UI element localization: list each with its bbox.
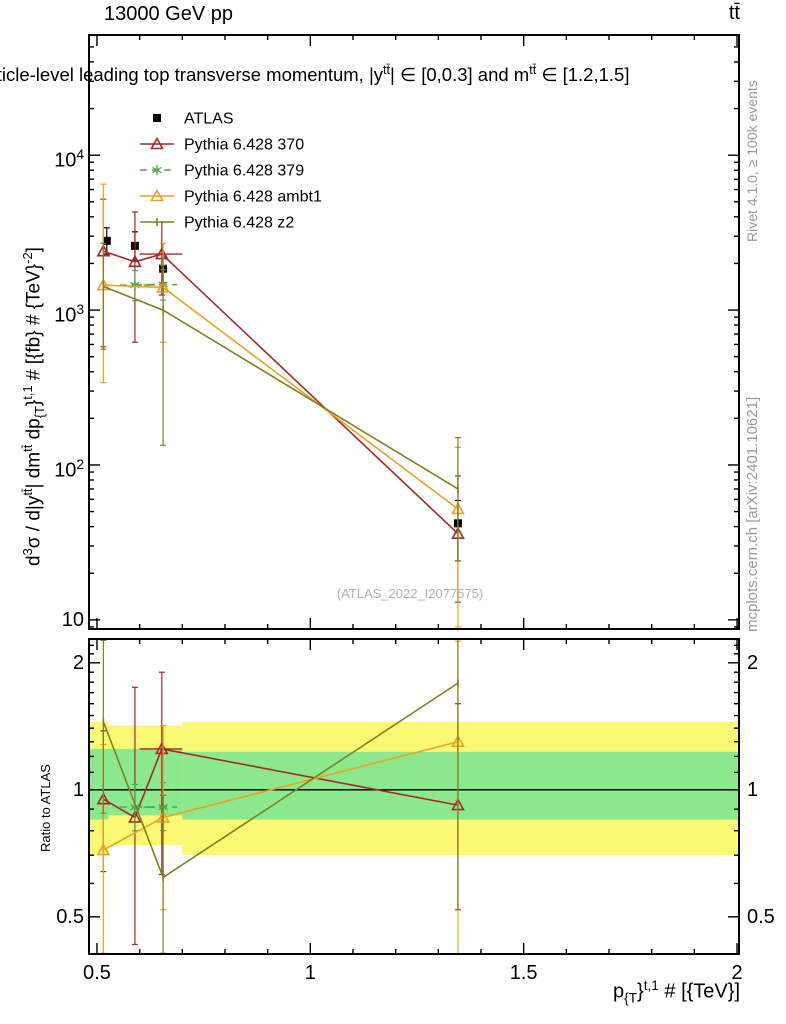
y-tick-label: 103: [54, 302, 84, 327]
series-pythia-6-428-z2: [100, 638, 461, 954]
x-tick-label: 0.5: [83, 962, 111, 984]
plot-frame: [88, 34, 740, 630]
x-tick-label: 1.5: [509, 962, 538, 984]
mcplots-attribution-label: mcplots.cern.ch [arXiv:2401.10621]: [744, 396, 761, 632]
y-tick-label: 2: [747, 651, 759, 674]
process-label: tt̄: [728, 2, 740, 24]
x-tick-label: 2: [731, 962, 743, 984]
main-plot-svg: ATLAS Pythia 6.428 370 Pythia 6.428 379 Pyt…: [88, 34, 740, 630]
analysis-watermark: (ATLAS_2022_I2077575): [336, 586, 484, 601]
y-tick-label: 102: [54, 456, 84, 482]
x-axis-label: p{T}t,1 # [{TeV}]: [613, 978, 740, 1006]
y-tick-label: 2: [72, 651, 84, 674]
x-tick-label: 1: [304, 962, 316, 984]
series-pythia-6-428-ambt1: [96, 183, 465, 628]
ratio-plot-svg: [88, 638, 740, 955]
y-tick-label: 0.5: [747, 905, 775, 928]
series-pythia-6-428-z2: [100, 242, 461, 562]
rivet-version-label: Rivet 4.1.0, ≥ 100k events: [744, 80, 760, 242]
legend-label: Pythia 6.428 z2: [184, 215, 294, 232]
collision-energy-label: 13000 GeV pp: [104, 3, 233, 25]
legend-label: Pythia 6.428 370: [184, 137, 304, 154]
series-atlas: [102, 227, 462, 562]
legend-label: ATLAS: [184, 111, 234, 128]
y-tick-label: 10: [61, 608, 84, 631]
uncertainty-band: [108, 748, 183, 816]
plot-title: particle-level leading top transverse mo…: [0, 63, 630, 86]
legend-label: Pythia 6.428 379: [184, 163, 304, 180]
y-tick-label: 1: [747, 778, 759, 801]
y-tick-label: 1: [72, 778, 84, 801]
axis-ticks: [88, 638, 740, 955]
legend-label: Pythia 6.428 ambt1: [184, 189, 322, 206]
y-tick-label: 104: [54, 147, 84, 172]
y-tick-label: 0.5: [56, 905, 84, 928]
uncertainty-band: [182, 751, 740, 820]
plot-frame: [88, 638, 740, 955]
legend: ATLAS Pythia 6.428 370 Pythia 6.428 379 Pyt…: [140, 111, 322, 232]
main-y-axis-label: d3σ / d|ytt̄| dmtt̄ dp{T}t,1 # [{fb} # {…: [20, 247, 48, 566]
series-pythia-6-428-370: [96, 198, 465, 603]
axis-ticks: [88, 34, 740, 630]
